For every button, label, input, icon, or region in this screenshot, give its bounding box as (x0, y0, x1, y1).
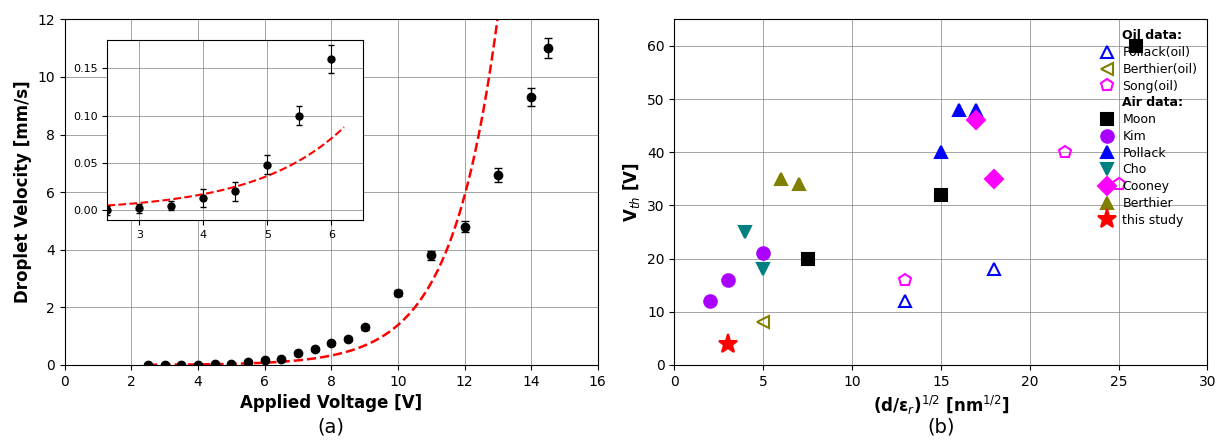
Y-axis label: V$_{th}$ [V]: V$_{th}$ [V] (620, 162, 642, 222)
Legend: Oil data:, Pollack(oil), Berthier(oil), Song(oil), Air data:, Moon, Kim, Pollack: Oil data:, Pollack(oil), Berthier(oil), … (1093, 26, 1202, 231)
Title: (b): (b) (927, 417, 954, 437)
Y-axis label: Droplet Velocity [mm/s]: Droplet Velocity [mm/s] (14, 81, 32, 303)
Title: (a): (a) (317, 417, 344, 437)
X-axis label: Applied Voltage [V]: Applied Voltage [V] (240, 394, 422, 412)
X-axis label: (d/ε$_r$)$^{1/2}$ [nm$^{1/2}$]: (d/ε$_r$)$^{1/2}$ [nm$^{1/2}$] (872, 394, 1009, 417)
